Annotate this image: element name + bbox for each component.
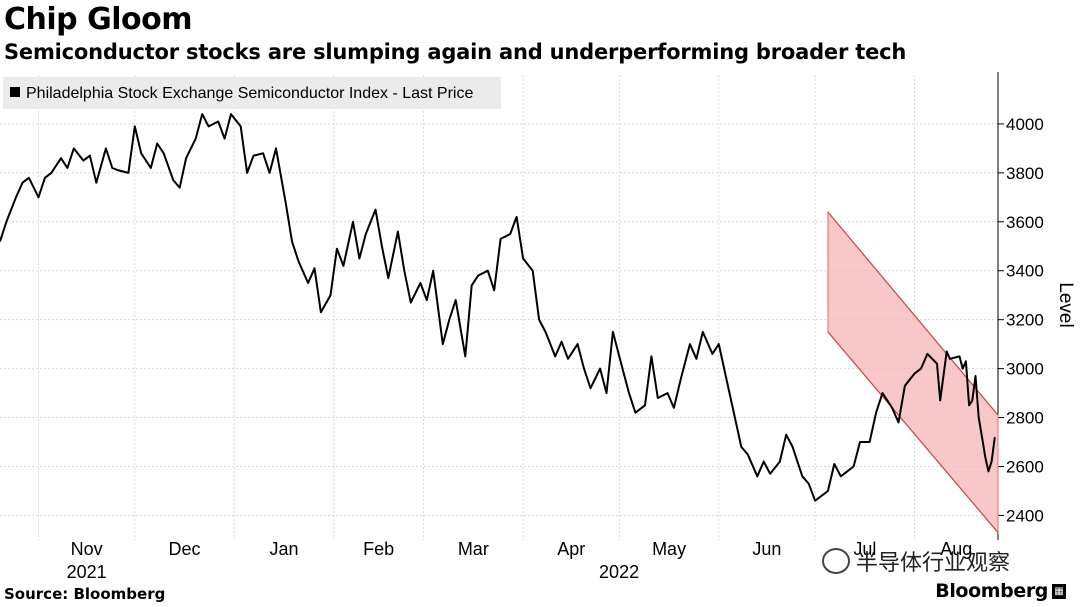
watermark: 半导体行业观察 bbox=[822, 545, 1010, 577]
x-tick-label: Apr bbox=[557, 539, 585, 559]
y-axis-title: Level bbox=[1055, 282, 1076, 327]
x-tick-label: Jun bbox=[752, 539, 781, 559]
chart-subtitle: Semiconductor stocks are slumping again … bbox=[4, 40, 907, 64]
wechat-icon bbox=[822, 548, 850, 574]
x-year-label: 2021 bbox=[67, 562, 107, 582]
x-tick-label: Dec bbox=[169, 539, 201, 559]
legend-label: Philadelphia Stock Exchange Semiconducto… bbox=[26, 85, 473, 102]
y-tick-label: 2800 bbox=[1006, 409, 1044, 428]
trend-channel-band bbox=[827, 210, 999, 534]
y-tick-label: 3000 bbox=[1006, 360, 1044, 379]
legend-box bbox=[3, 77, 501, 109]
y-tick-label: 2400 bbox=[1006, 506, 1044, 525]
chart-title: Chip Gloom bbox=[4, 2, 192, 37]
brand-mark-icon: ▦ bbox=[1052, 584, 1066, 599]
trend-channel-lower bbox=[827, 331, 999, 533]
x-tick-label: Mar bbox=[458, 539, 489, 559]
x-tick-label: May bbox=[652, 539, 686, 559]
brand-logo: Bloomberg bbox=[935, 580, 1048, 602]
y-tick-label: 4000 bbox=[1006, 115, 1044, 134]
x-tick-label: Nov bbox=[71, 539, 103, 559]
y-tick-label: 3800 bbox=[1006, 164, 1044, 183]
x-tick-label: Jan bbox=[269, 539, 298, 559]
legend-swatch bbox=[10, 87, 20, 97]
x-tick-label: Aug bbox=[940, 539, 972, 559]
y-tick-label: 2600 bbox=[1006, 457, 1044, 476]
y-tick-label: 3400 bbox=[1006, 262, 1044, 281]
watermark-text: 半导体行业观察 bbox=[856, 551, 1011, 576]
series-line-sox bbox=[0, 113, 996, 502]
x-tick-label: Jul bbox=[853, 539, 876, 559]
y-tick-label: 3200 bbox=[1006, 311, 1044, 330]
x-year-label: 2022 bbox=[599, 562, 639, 582]
y-tick-label: 3600 bbox=[1006, 213, 1044, 232]
trend-channel-upper bbox=[827, 211, 999, 416]
source-label: Source: Bloomberg bbox=[4, 585, 166, 603]
x-tick-label: Feb bbox=[363, 539, 394, 559]
